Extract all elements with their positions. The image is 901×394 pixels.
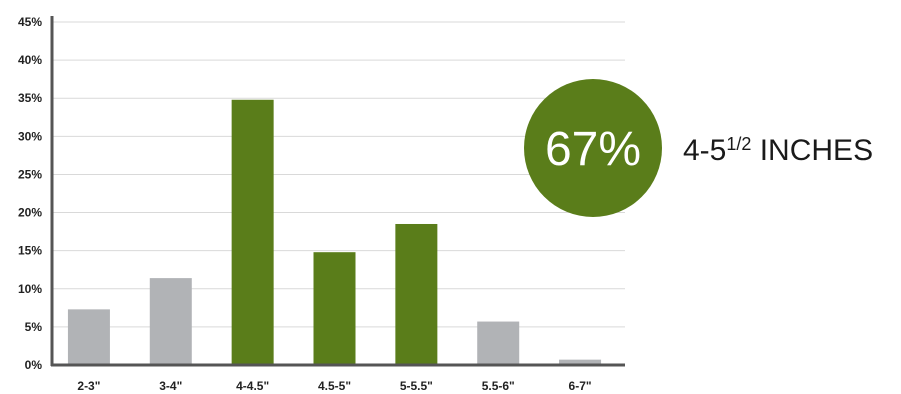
- bar: [477, 321, 520, 365]
- callout-label: 4-51/2 INCHES: [683, 134, 873, 167]
- gridlines: [52, 21, 625, 328]
- bars: [67, 99, 602, 365]
- x-tick-label: 5.5-6": [482, 379, 515, 393]
- y-tick-label: 10%: [18, 282, 42, 296]
- bar: [313, 252, 356, 365]
- bar: [149, 278, 192, 365]
- x-tick-label: 2-3": [77, 379, 100, 393]
- y-tick-labels: 0% 5% 10% 15% 20% 25% 30% 35% 40% 45%: [18, 15, 42, 372]
- bar: [67, 309, 110, 365]
- y-tick-label: 25%: [18, 167, 42, 181]
- y-tick-label: 20%: [18, 206, 42, 220]
- badge-value: 67%: [545, 123, 641, 176]
- callout-label-fraction: 1/2: [726, 134, 751, 154]
- x-tick-label: 4.5-5": [318, 379, 351, 393]
- y-tick-label: 40%: [18, 53, 42, 67]
- percentage-badge: [524, 79, 662, 217]
- x-tick-labels: 2-3" 3-4" 4-4.5" 4.5-5" 5-5.5" 5.5-6" 6-7": [77, 379, 591, 393]
- x-tick-label: 4-4.5": [236, 379, 269, 393]
- y-tick-label: 5%: [25, 320, 43, 334]
- y-tick-label: 15%: [18, 244, 42, 258]
- x-tick-label: 6-7": [569, 379, 592, 393]
- y-tick-label: 30%: [18, 129, 42, 143]
- axes: [50, 16, 625, 367]
- bar: [231, 99, 274, 365]
- y-tick-label: 45%: [18, 15, 42, 29]
- y-tick-label: 35%: [18, 91, 42, 105]
- bar: [395, 223, 438, 365]
- summary-callout: 67% 4-51/2 INCHES: [524, 79, 873, 217]
- callout-label-suffix: INCHES: [751, 134, 873, 167]
- bar: [559, 359, 602, 365]
- callout-label-prefix: 4-5: [683, 134, 726, 167]
- x-tick-label: 3-4": [159, 379, 182, 393]
- x-tick-label: 5-5.5": [400, 379, 433, 393]
- y-tick-label: 0%: [25, 358, 43, 372]
